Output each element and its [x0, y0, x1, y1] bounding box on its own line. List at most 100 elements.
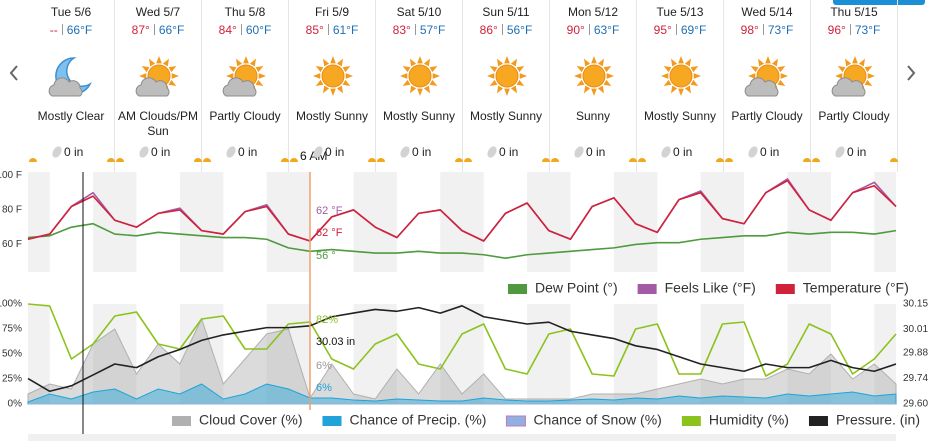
sun-ray: [780, 73, 788, 79]
line: [27, 179, 897, 242]
yticks-label: 100%: [0, 299, 22, 310]
legend-swatch: [505, 415, 526, 427]
sun-ray: [750, 66, 759, 73]
sun-ray: [671, 85, 678, 94]
legend-swatch: [808, 416, 828, 426]
night-band: [288, 172, 311, 272]
line: [27, 305, 897, 393]
sun-ray: [777, 79, 786, 86]
drop: [139, 146, 149, 158]
night-band: [353, 304, 376, 404]
low-temp: 66°F: [66, 23, 93, 37]
high-temp: 86°: [479, 23, 498, 37]
day-label: Wed 5/7: [135, 5, 181, 19]
sun-ray: [584, 85, 591, 94]
night-band: [462, 172, 484, 272]
low-temp: 56°F: [506, 23, 533, 37]
high-temp: 98°: [740, 23, 759, 37]
day-label: Fri 5/9: [314, 5, 349, 19]
temps: 95° 69°F: [637, 23, 723, 37]
night-band: [375, 172, 397, 272]
night-band: [353, 172, 376, 272]
temps: -- 66°F: [28, 23, 114, 37]
condition: AM Clouds/PM Sun: [117, 109, 199, 138]
legend-label: Chance of Snow (%): [533, 412, 661, 428]
sun-ray: [591, 56, 597, 64]
sun-ray: [162, 58, 169, 67]
sun-ray: [510, 58, 517, 67]
sun-ray: [330, 88, 336, 96]
sun-ray: [597, 85, 604, 94]
day-label: Thu 5/15: [830, 5, 878, 19]
day-mark: [368, 158, 376, 162]
drop: [226, 146, 236, 158]
precip: 0 in: [151, 145, 171, 159]
weather-icon: [487, 56, 527, 96]
precip-icons: [551, 146, 637, 162]
area: [27, 317, 897, 405]
low-temp: 63°F: [593, 23, 620, 37]
sun-ray: [168, 66, 177, 73]
sun-ray: [417, 56, 423, 64]
separator: [153, 24, 155, 35]
night-band: [201, 304, 224, 404]
precip: 0 in: [847, 145, 867, 159]
day-mark: [281, 158, 289, 162]
prev-arrow[interactable]: [9, 65, 18, 81]
temps: 85° 61°F: [289, 23, 375, 37]
condition: Partly Cloudy: [818, 109, 890, 123]
sun-ray: [693, 73, 701, 79]
sun-ray: [429, 79, 438, 86]
condition: Mostly Sunny: [382, 109, 456, 123]
night-band: [179, 304, 202, 404]
separator: [762, 24, 764, 35]
legend-label: Cloud Cover (%): [199, 412, 302, 428]
legend-label: Dew Point (°): [535, 280, 618, 296]
cursor-pressure: 30.03 in: [316, 336, 355, 348]
legend-swatch: [322, 416, 342, 426]
sun-ray: [765, 56, 771, 64]
yticks-label: 100 F: [0, 170, 22, 181]
yticks-label: 25%: [2, 374, 22, 385]
sun-ray: [149, 58, 156, 67]
separator: [327, 24, 329, 35]
temps: 86° 56°F: [463, 23, 549, 37]
night-band: [179, 172, 202, 272]
sun-ray: [835, 73, 843, 79]
sun-ray: [690, 66, 699, 73]
sun-ray: [671, 58, 678, 67]
precip-icons: [116, 146, 202, 162]
precip-icons: [377, 146, 463, 162]
line: [27, 303, 897, 377]
night-band: [635, 304, 658, 404]
sun-ray: [678, 88, 684, 96]
button[interactable]: [833, 0, 925, 5]
sun-ray: [226, 73, 234, 79]
day-label: Thu 5/8: [224, 5, 266, 19]
night-band: [722, 304, 745, 404]
precip-icons: [812, 146, 898, 162]
condition: Sunny: [575, 109, 611, 123]
sun-ray: [603, 66, 612, 73]
day-card: Wed 5/14 98° 73°F Partly Cloudy 0 in: [724, 0, 811, 172]
condition: Mostly Sunny: [469, 109, 543, 123]
precip-icons: [203, 146, 289, 162]
high-temp: 87°: [131, 23, 150, 37]
high-temp: 90°: [566, 23, 585, 37]
cloud: [744, 77, 779, 97]
condition: Mostly Sunny: [295, 109, 369, 123]
sun-ray: [342, 79, 351, 86]
sun-ray: [432, 73, 440, 79]
sun-ray: [345, 73, 353, 79]
yticks-label: 0%: [8, 399, 23, 410]
area: [27, 383, 897, 405]
day-label: Tue 5/13: [656, 5, 704, 19]
sun-ray: [758, 58, 765, 67]
sun-ray: [313, 73, 321, 79]
next-arrow[interactable]: [907, 65, 916, 81]
day-mark: [542, 158, 550, 162]
day-mark: [290, 158, 298, 162]
high-temp: 96°: [827, 23, 846, 37]
sun-ray: [323, 58, 330, 67]
